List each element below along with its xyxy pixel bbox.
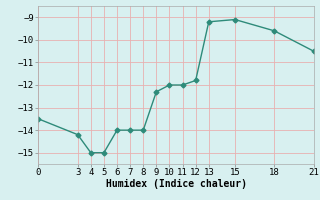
X-axis label: Humidex (Indice chaleur): Humidex (Indice chaleur) bbox=[106, 179, 246, 189]
